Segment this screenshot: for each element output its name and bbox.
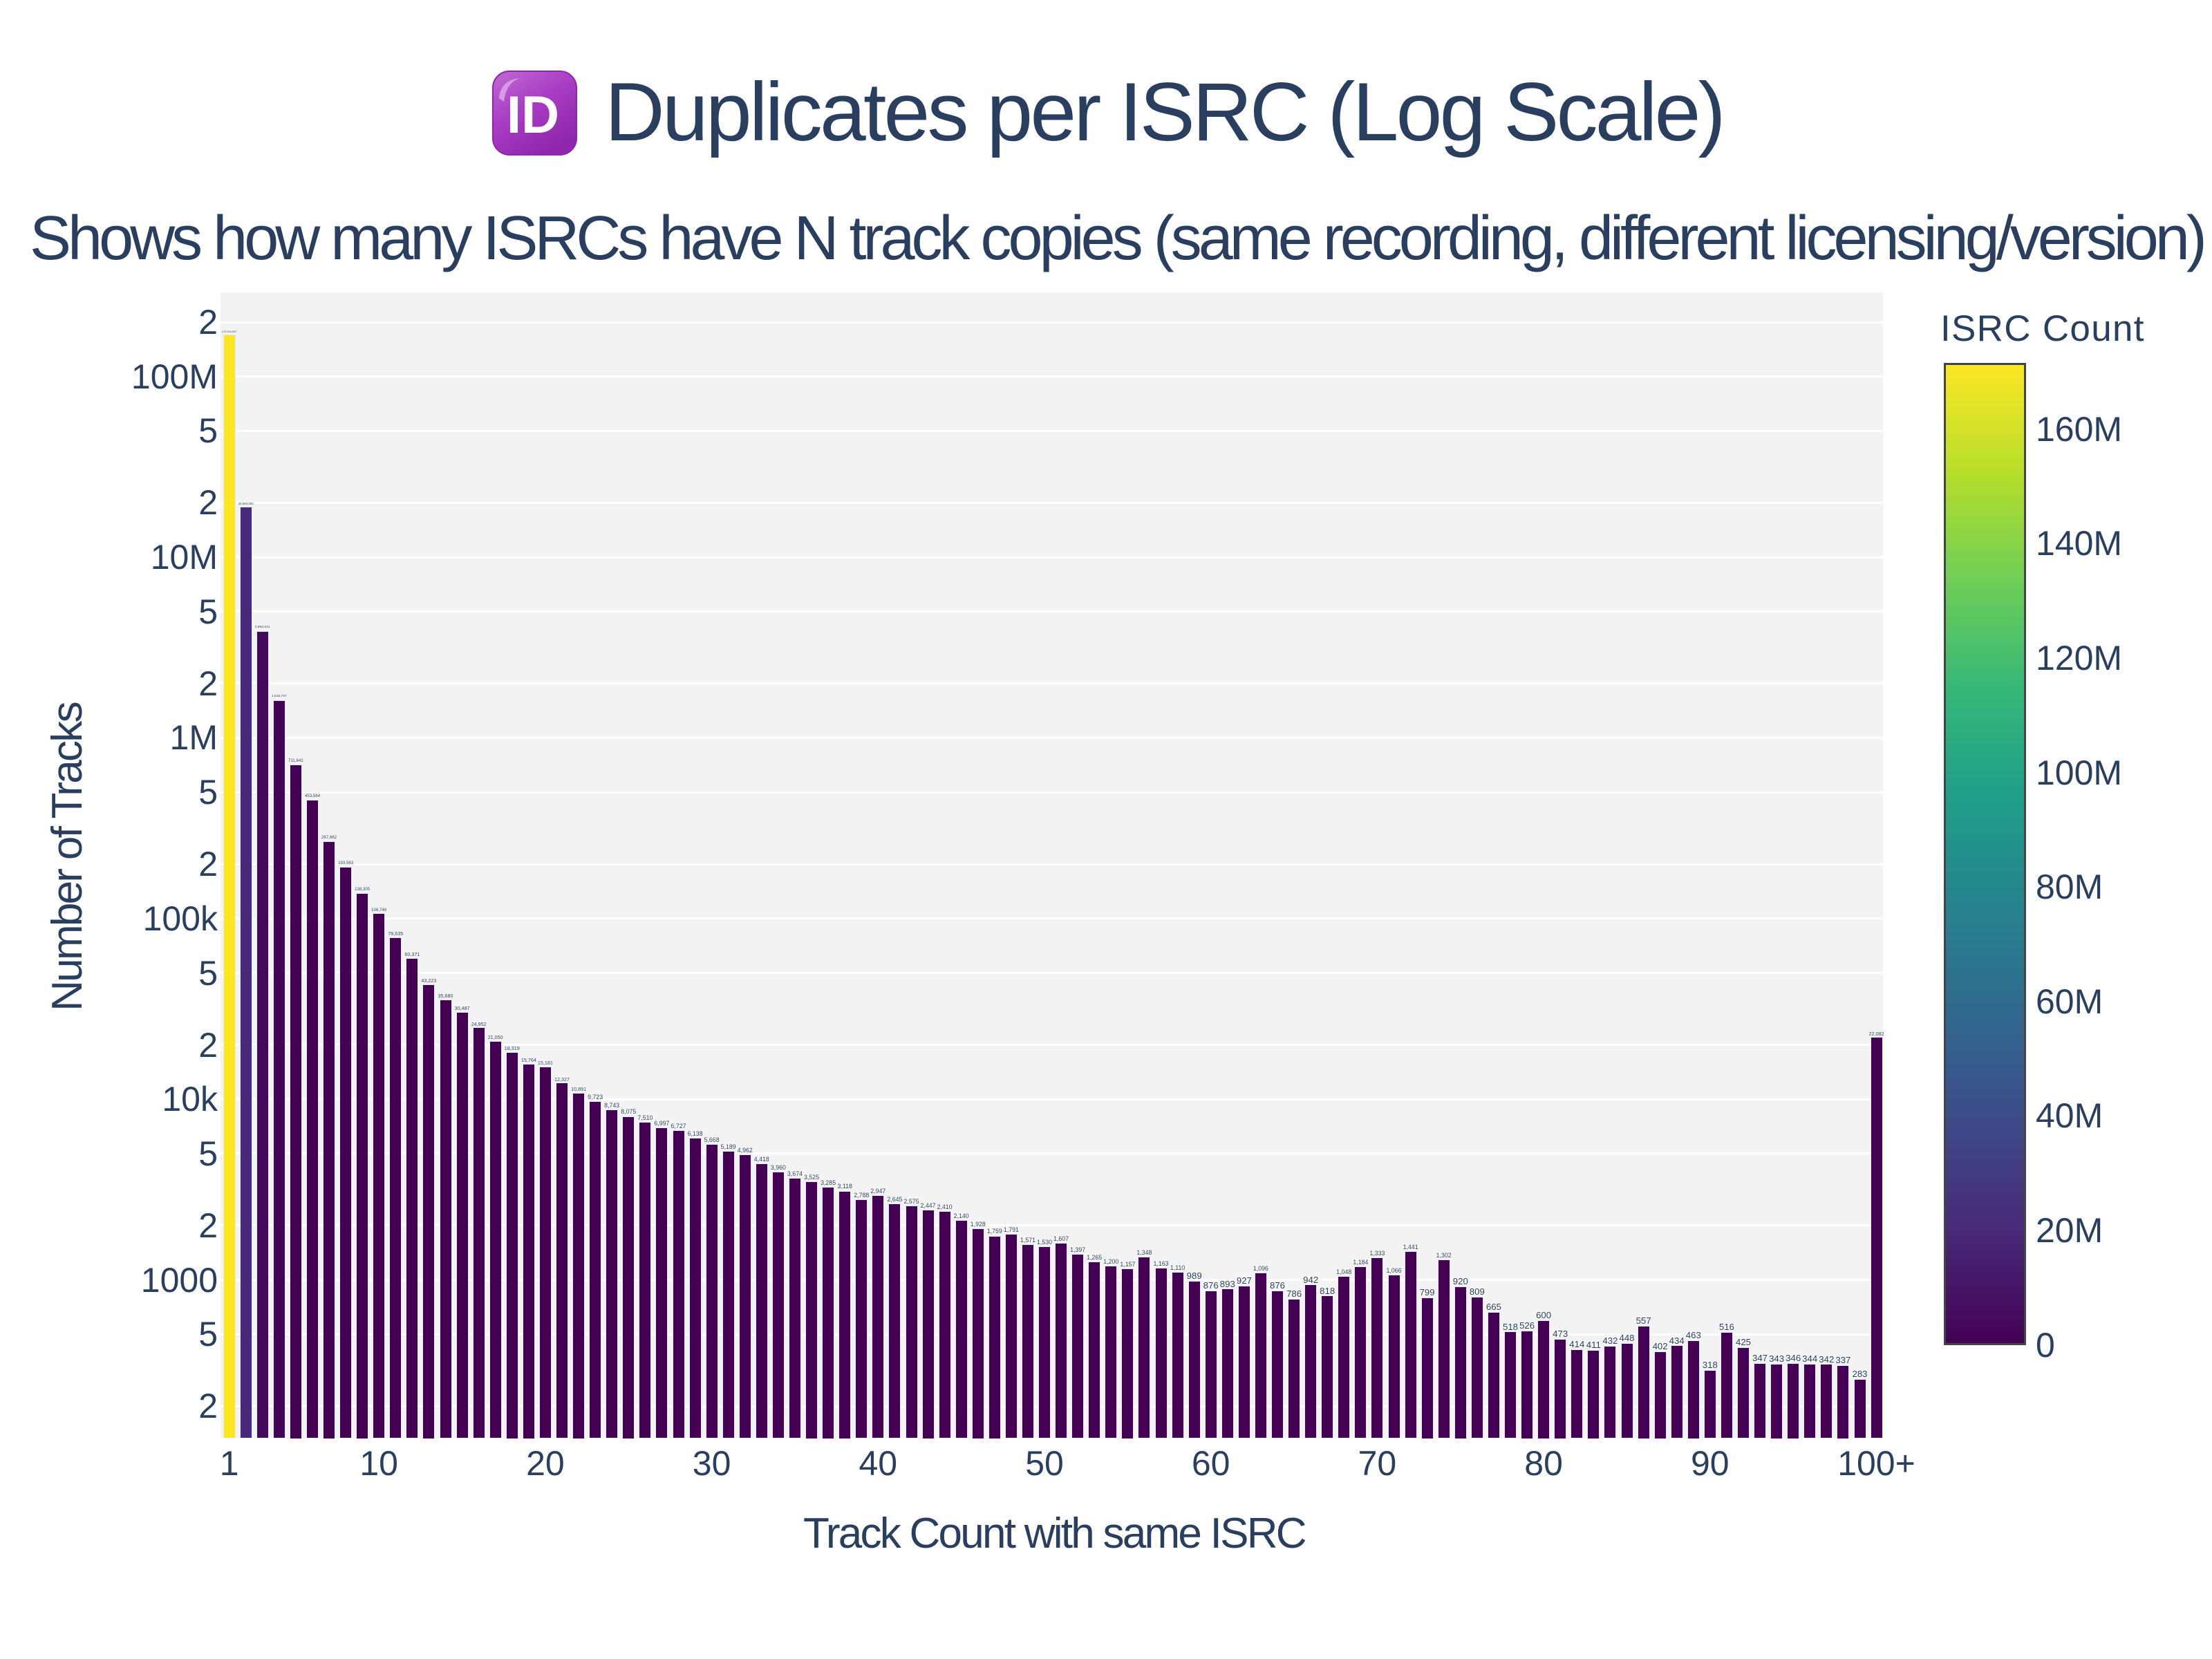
svg-text:ID: ID: [507, 86, 559, 144]
